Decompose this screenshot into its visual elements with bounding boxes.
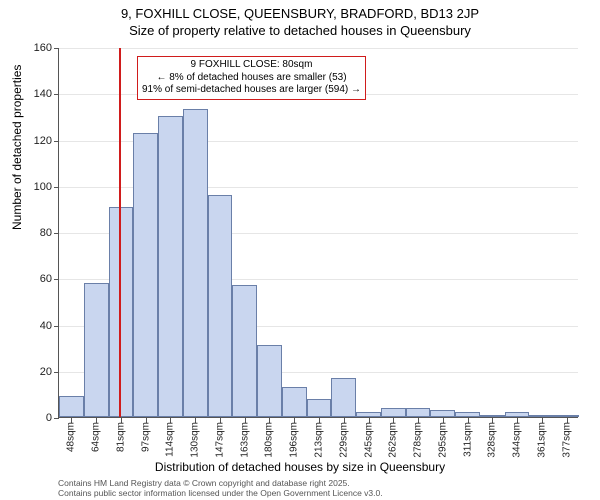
histogram-bar bbox=[529, 415, 554, 417]
histogram-bar bbox=[282, 387, 307, 417]
x-tick-label: 163sqm bbox=[239, 422, 250, 458]
y-tick-label: 40 bbox=[22, 320, 52, 332]
y-tick bbox=[54, 48, 59, 49]
histogram-bar bbox=[257, 345, 282, 417]
annotation-box: 9 FOXHILL CLOSE: 80sqm← 8% of detached h… bbox=[137, 56, 366, 100]
plot-area: 02040608010012014016048sqm64sqm81sqm97sq… bbox=[58, 48, 578, 418]
y-tick bbox=[54, 233, 59, 234]
x-tick-label: 130sqm bbox=[190, 422, 201, 458]
x-tick-label: 196sqm bbox=[289, 422, 300, 458]
histogram-bar bbox=[554, 415, 579, 417]
histogram-bar bbox=[356, 412, 381, 417]
x-tick-label: 213sqm bbox=[314, 422, 325, 458]
y-tick-label: 140 bbox=[22, 88, 52, 100]
histogram-bar bbox=[133, 133, 158, 417]
title-line-1: 9, FOXHILL CLOSE, QUEENSBURY, BRADFORD, … bbox=[0, 6, 600, 23]
y-tick-label: 0 bbox=[22, 412, 52, 424]
histogram-bar bbox=[455, 412, 480, 417]
y-tick-label: 20 bbox=[22, 366, 52, 378]
footer-line-2: Contains public sector information licen… bbox=[58, 488, 383, 498]
histogram-bar bbox=[158, 116, 183, 417]
histogram-bar bbox=[430, 410, 455, 417]
gridline bbox=[59, 48, 578, 49]
annotation-line-2: ← 8% of detached houses are smaller (53) bbox=[142, 72, 361, 85]
x-tick-label: 48sqm bbox=[66, 422, 77, 452]
histogram-bar bbox=[59, 396, 84, 417]
y-tick-label: 160 bbox=[22, 42, 52, 54]
y-tick-label: 60 bbox=[22, 273, 52, 285]
annotation-line-1: 9 FOXHILL CLOSE: 80sqm bbox=[142, 59, 361, 72]
x-tick-label: 311sqm bbox=[462, 422, 473, 457]
x-tick-label: 97sqm bbox=[140, 422, 151, 452]
x-tick-label: 245sqm bbox=[363, 422, 374, 458]
y-tick-label: 100 bbox=[22, 181, 52, 193]
histogram-bar bbox=[331, 378, 356, 417]
x-tick-label: 147sqm bbox=[214, 422, 225, 458]
title-line-2: Size of property relative to detached ho… bbox=[0, 23, 600, 40]
x-tick-label: 377sqm bbox=[561, 422, 572, 458]
x-tick-label: 180sqm bbox=[264, 422, 275, 458]
histogram-bar bbox=[84, 283, 109, 417]
x-tick-label: 295sqm bbox=[437, 422, 448, 458]
chart-title: 9, FOXHILL CLOSE, QUEENSBURY, BRADFORD, … bbox=[0, 0, 600, 40]
histogram-bar bbox=[307, 399, 332, 418]
x-tick-label: 229sqm bbox=[338, 422, 349, 458]
annotation-line-3: 91% of semi-detached houses are larger (… bbox=[142, 84, 361, 97]
histogram-bar bbox=[232, 285, 257, 417]
x-tick-label: 81sqm bbox=[115, 422, 126, 452]
x-tick-label: 278sqm bbox=[413, 422, 424, 458]
y-tick bbox=[54, 372, 59, 373]
x-tick-label: 114sqm bbox=[165, 422, 176, 457]
x-tick-label: 361sqm bbox=[536, 422, 547, 458]
x-tick-label: 328sqm bbox=[487, 422, 498, 458]
y-tick bbox=[54, 279, 59, 280]
y-tick-label: 80 bbox=[22, 227, 52, 239]
marker-line bbox=[119, 48, 121, 417]
y-tick bbox=[54, 141, 59, 142]
histogram-bar bbox=[505, 412, 530, 417]
y-tick bbox=[54, 418, 59, 419]
histogram-bar bbox=[406, 408, 431, 417]
x-axis-label: Distribution of detached houses by size … bbox=[0, 460, 600, 474]
y-tick bbox=[54, 94, 59, 95]
y-tick bbox=[54, 326, 59, 327]
histogram-bar bbox=[381, 408, 406, 417]
histogram-bar bbox=[480, 415, 505, 417]
x-tick-label: 344sqm bbox=[512, 422, 523, 458]
footer-line-1: Contains HM Land Registry data © Crown c… bbox=[58, 478, 383, 488]
y-tick-label: 120 bbox=[22, 135, 52, 147]
x-tick-label: 262sqm bbox=[388, 422, 399, 458]
chart-area: 02040608010012014016048sqm64sqm81sqm97sq… bbox=[58, 48, 578, 418]
histogram-bar bbox=[183, 109, 208, 417]
x-tick-label: 64sqm bbox=[91, 422, 102, 452]
histogram-bar bbox=[208, 195, 233, 417]
y-tick bbox=[54, 187, 59, 188]
attribution-footer: Contains HM Land Registry data © Crown c… bbox=[58, 478, 383, 498]
